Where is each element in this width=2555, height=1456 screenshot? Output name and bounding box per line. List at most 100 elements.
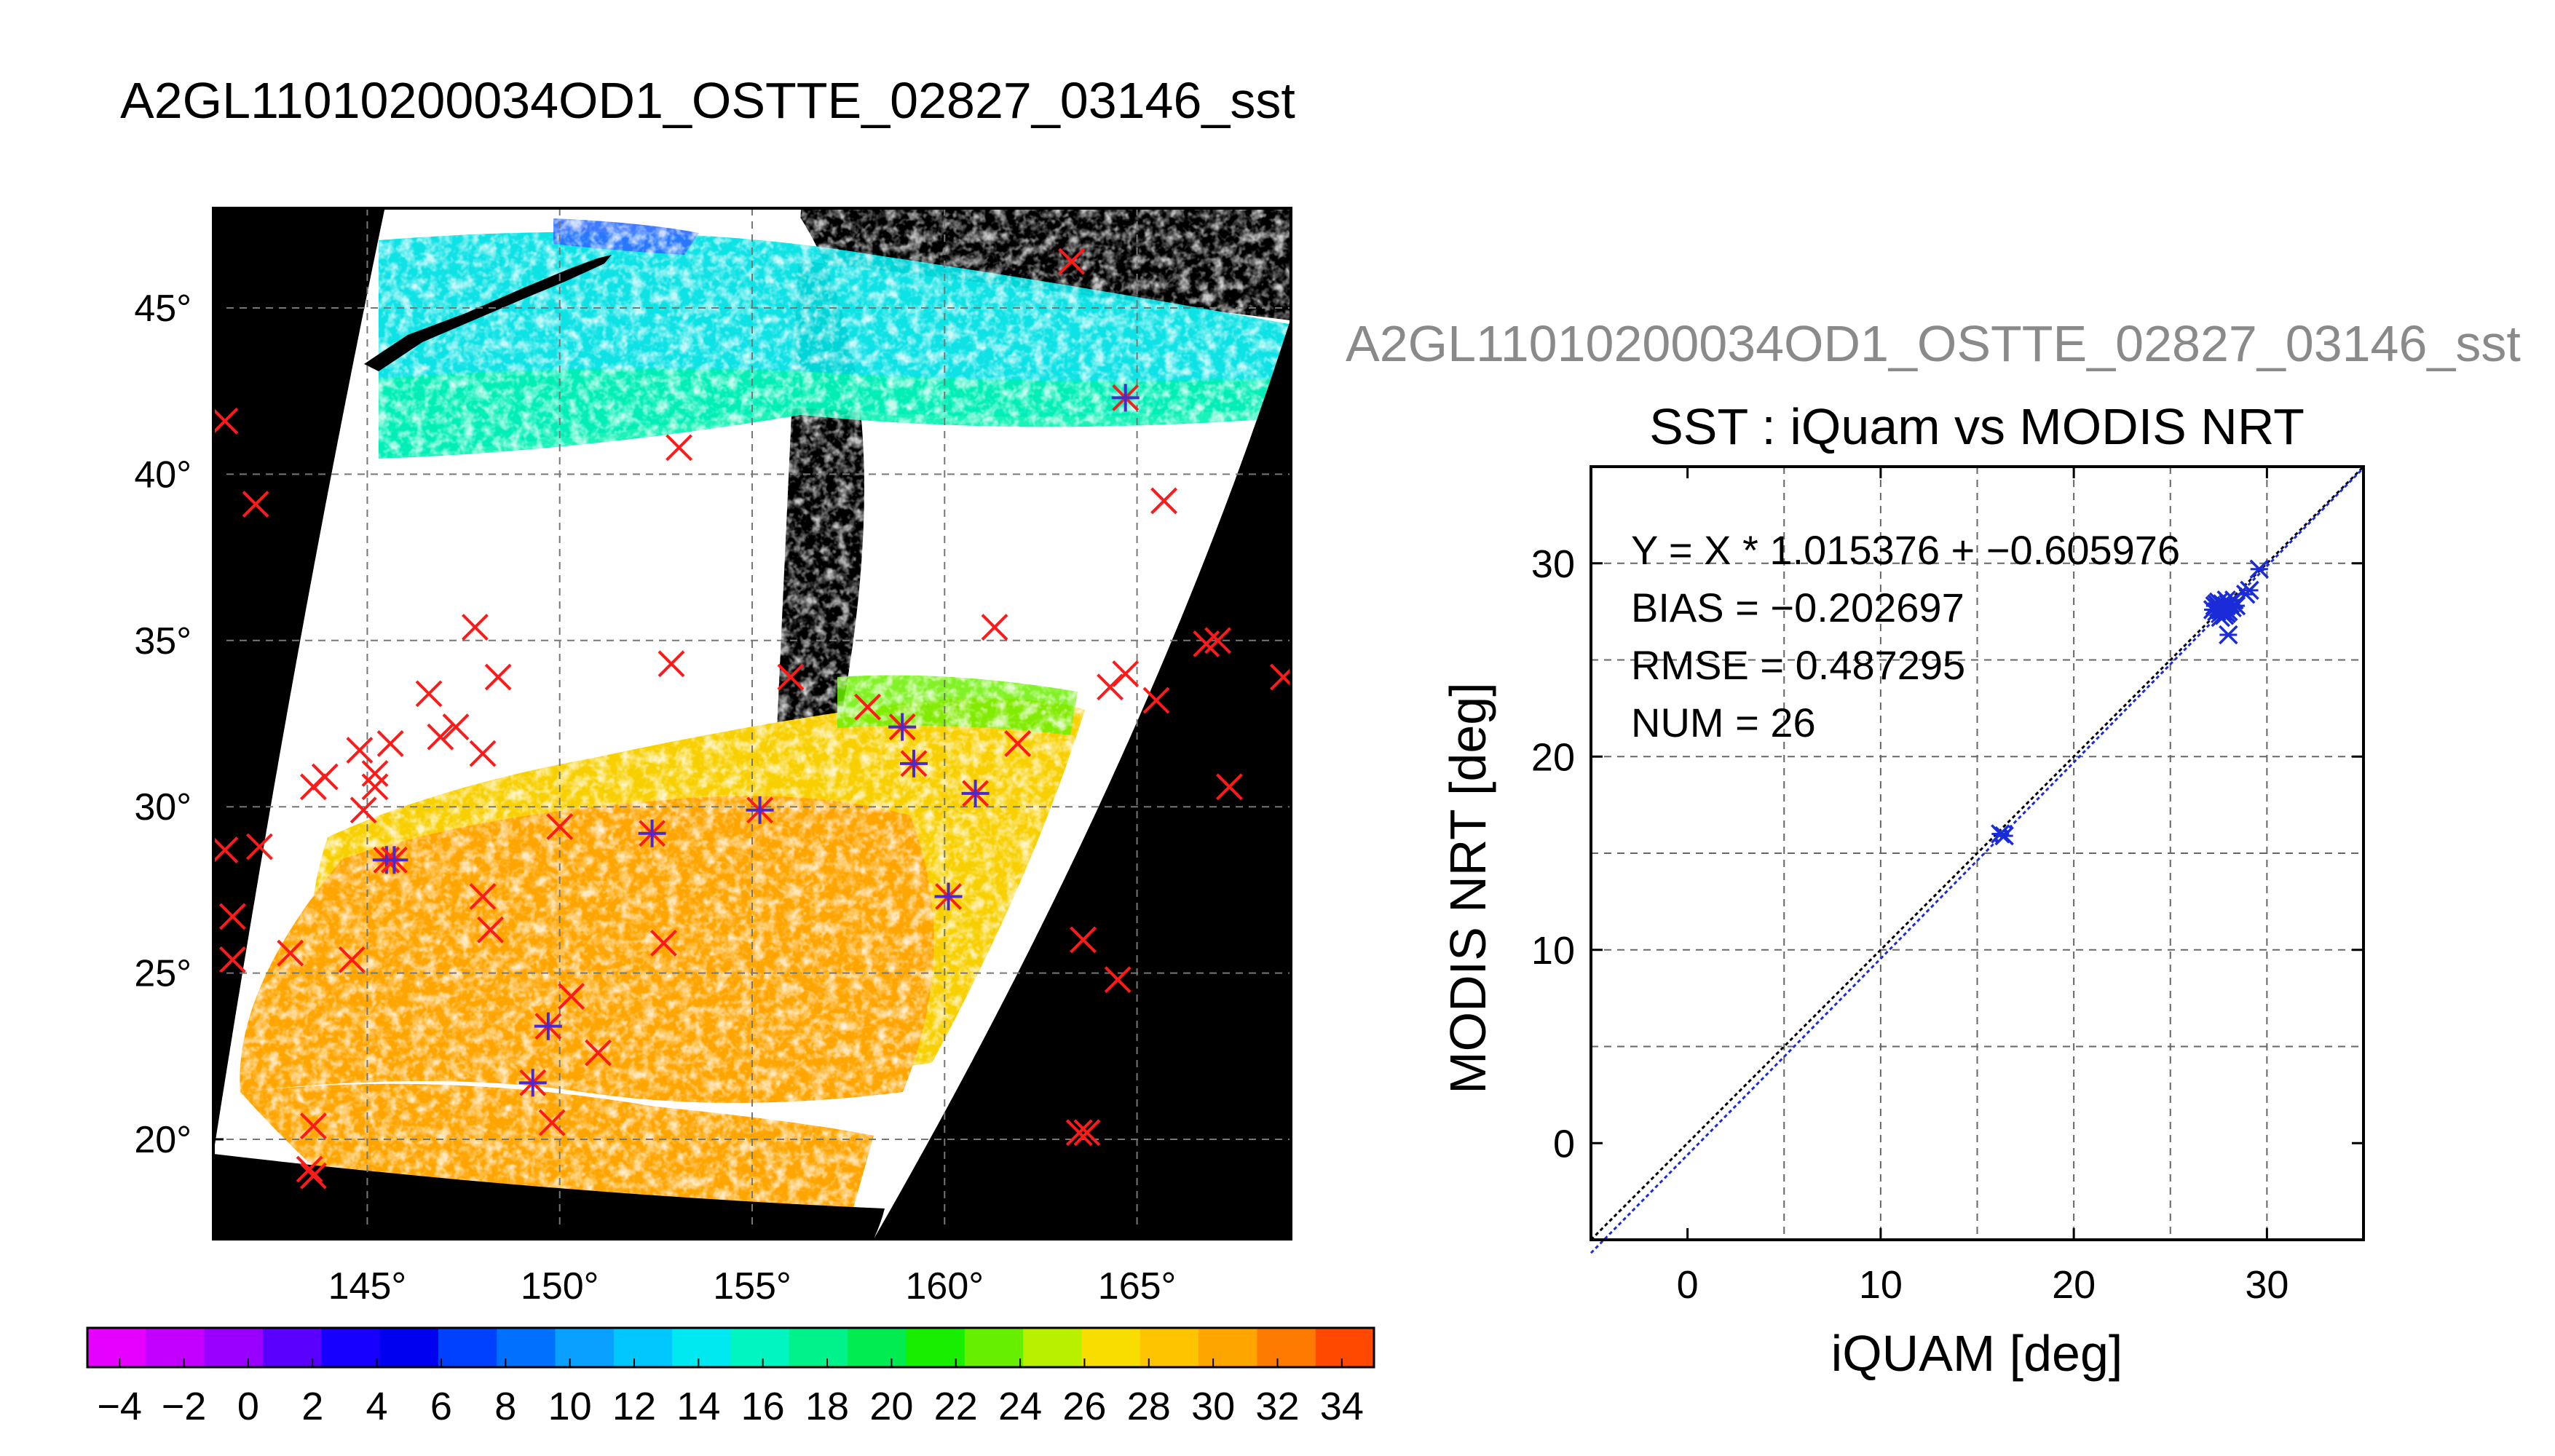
colorbar-tick-label: 14 xyxy=(676,1385,720,1428)
colorbar-tick-label: 22 xyxy=(934,1385,978,1428)
scatter-point xyxy=(1994,826,2014,846)
land-coast xyxy=(364,255,612,371)
marker-stroke xyxy=(469,883,497,910)
scatter-x-tick-label: 30 xyxy=(2245,1263,2289,1307)
marker-stroke xyxy=(361,760,389,787)
map-point-iquam xyxy=(361,773,389,801)
marker-stroke xyxy=(338,946,366,973)
marker-stroke xyxy=(296,1155,323,1183)
map-markers xyxy=(213,248,1291,1190)
marker-stroke xyxy=(277,939,304,967)
map-point-matched xyxy=(900,749,928,778)
marker-stroke xyxy=(415,680,443,708)
map-point-iquam xyxy=(1270,663,1291,691)
colorbar-tick-label: −2 xyxy=(162,1385,207,1428)
map-point-iquam xyxy=(246,833,273,860)
map-point-matched xyxy=(534,1012,562,1040)
map-y-tick-label: 45° xyxy=(134,288,191,330)
map-point-matched xyxy=(746,796,774,824)
marker-stroke xyxy=(546,813,574,841)
map-point-iquam xyxy=(538,1109,566,1136)
map-x-tick-label: 145° xyxy=(328,1265,407,1307)
map-point-matched xyxy=(961,779,990,807)
colorbar-tick-label: 4 xyxy=(366,1385,388,1428)
map-x-tick-label: 155° xyxy=(713,1265,791,1307)
map-point-matched xyxy=(888,713,917,741)
scatter-stat-text: RMSE = 0.487295 xyxy=(1631,642,1965,688)
colorbar-segment xyxy=(1081,1328,1141,1367)
marker-stroke xyxy=(242,491,269,518)
colorbar-segment xyxy=(555,1328,615,1367)
map-point-iquam xyxy=(546,813,574,841)
marker-stroke xyxy=(981,614,1008,641)
marker-stroke xyxy=(477,916,504,943)
colorbar-segment xyxy=(672,1328,732,1367)
map-y-tick-label: 25° xyxy=(134,953,191,995)
map-point-matched xyxy=(934,882,963,911)
map-x-tick-label: 150° xyxy=(521,1265,599,1307)
colorbar-segment xyxy=(848,1328,907,1367)
marker-stroke xyxy=(462,614,489,641)
scatter-x-axis-label: iQUAM [deg] xyxy=(1831,1325,2123,1382)
map-point-matched xyxy=(638,819,666,847)
marker-stroke xyxy=(300,773,327,801)
colorbar-segment xyxy=(730,1328,790,1367)
colorbar-tick-label: 30 xyxy=(1191,1385,1235,1428)
map-point-matched xyxy=(380,846,408,874)
marker-stroke xyxy=(657,650,685,678)
map-point-iquam xyxy=(1004,729,1032,757)
swath-left-black xyxy=(213,208,384,1154)
marker-stroke xyxy=(361,773,389,801)
map-point-iquam xyxy=(277,939,304,967)
scatter-x-tick-label: 10 xyxy=(1859,1263,1903,1307)
marker-stroke xyxy=(1150,487,1177,515)
map-point-iquam xyxy=(657,650,685,678)
map-point-iquam xyxy=(213,836,239,863)
marker-stroke xyxy=(777,663,805,691)
scatter-y-tick-label: 10 xyxy=(1531,929,1575,973)
marker-stroke xyxy=(1097,673,1124,701)
scatter-point xyxy=(2249,559,2270,579)
marker-stroke xyxy=(219,903,246,930)
scatter-x-tick-label: 0 xyxy=(1677,1263,1699,1307)
map-point-matched xyxy=(1111,384,1140,412)
map-point-iquam xyxy=(242,491,269,518)
map-tick-labels: 145° 150° 155° 160° 165° 20° 25° 30° 35° 40° 45° xyxy=(134,288,1176,1307)
colorbar-tick-label: 2 xyxy=(301,1385,323,1428)
map-point-iquam xyxy=(219,903,246,930)
identity-line xyxy=(1590,465,2365,1241)
colorbar-tick-label: 0 xyxy=(237,1385,259,1428)
marker-stroke xyxy=(1065,1119,1093,1147)
colorbar-tick-label: 6 xyxy=(430,1385,452,1428)
map-point-iquam xyxy=(558,983,585,1010)
map-point-iquam xyxy=(350,796,377,824)
scatter-stat-text: BIAS = −0.202697 xyxy=(1631,585,1964,630)
colorbar-segment xyxy=(379,1328,439,1367)
colorbar-tick-label: 28 xyxy=(1127,1385,1171,1428)
colorbar-segment xyxy=(146,1328,205,1367)
marker-stroke xyxy=(1070,926,1097,954)
colorbar-segment xyxy=(1023,1328,1083,1367)
marker-stroke xyxy=(854,693,881,721)
marker-stroke xyxy=(666,434,692,462)
map-point-iquam xyxy=(477,916,504,943)
marker-stroke xyxy=(1204,627,1231,654)
marker-stroke xyxy=(484,663,512,691)
map-point-iquam xyxy=(484,663,512,691)
map-point-iquam xyxy=(469,740,497,767)
marker-stroke xyxy=(1216,773,1243,801)
marker-stroke xyxy=(1104,966,1132,994)
map-point-iquam xyxy=(585,1039,612,1067)
colorbar-segment xyxy=(321,1328,381,1367)
colorbar-tick-label: 16 xyxy=(741,1385,785,1428)
map-point-iquam xyxy=(462,614,489,641)
map-point-iquam xyxy=(1150,487,1177,515)
scatter-point xyxy=(2203,600,2223,620)
colorbar-segment xyxy=(1198,1328,1257,1367)
marker-stroke xyxy=(1112,660,1140,687)
map-point-iquam xyxy=(1058,248,1086,275)
map-point-iquam xyxy=(415,680,443,708)
